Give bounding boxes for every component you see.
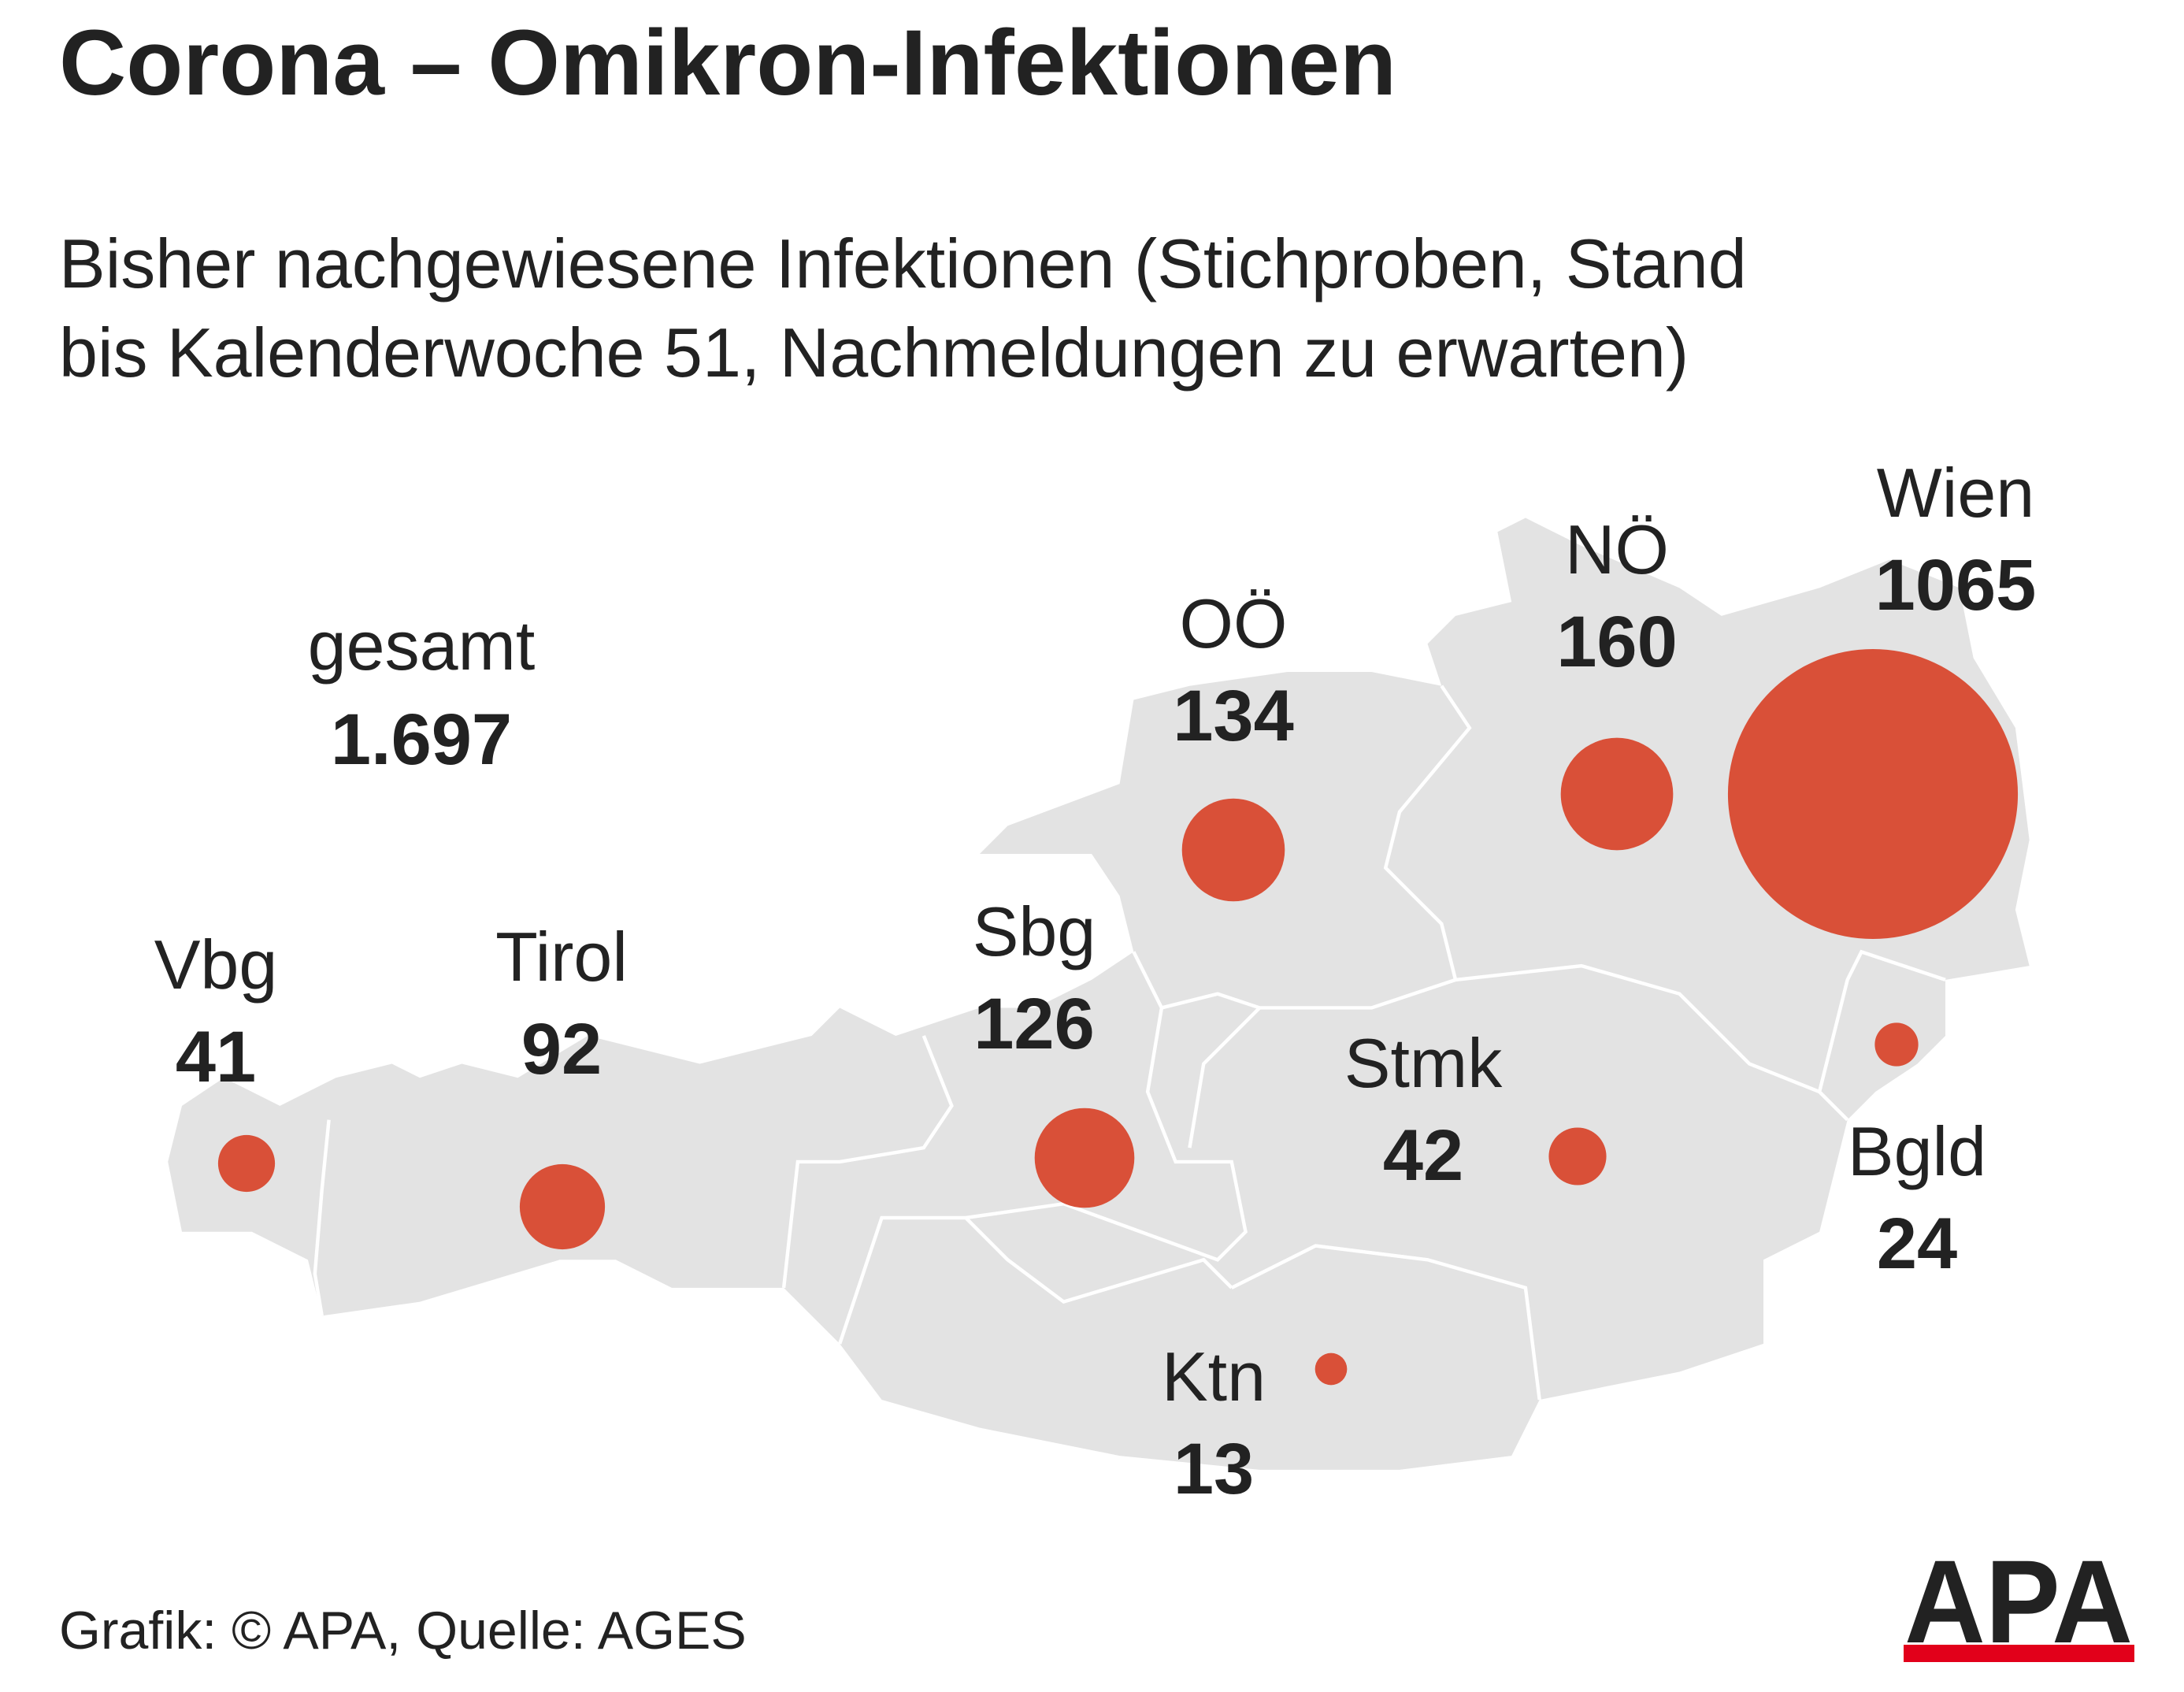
bubble [1727,648,2019,940]
bubble [519,1163,606,1250]
total-value: 1.697 [331,699,512,780]
source: Grafik: © APA, Quelle: AGES [59,1601,747,1660]
region-value: 92 [521,1009,602,1089]
bubble [217,1134,276,1193]
region-name: Vbg [154,926,278,1004]
subtitle-line: bis Kalenderwoche 51, Nachmeldungen zu e… [59,314,1689,391]
austria-shape [168,518,2030,1470]
region-name: Wien [1877,454,2035,532]
region-name: Bgld [1848,1112,1986,1190]
bubble [1314,1352,1348,1386]
logo-bar [1904,1645,2134,1662]
title: Corona – Omikron-Infektionen [59,11,1396,115]
region-value: 41 [176,1017,256,1097]
bubble [1548,1127,1607,1186]
region-value: 24 [1877,1204,1957,1284]
bubble [1874,1022,1919,1067]
region-name: Tirol [495,918,628,996]
total-label: gesamt [308,607,536,685]
region-name: Stmk [1344,1024,1503,1102]
region-value: 1065 [1875,545,2037,625]
bubble [1181,798,1285,902]
region-value: 134 [1173,676,1294,756]
region-name: OÖ [1180,584,1288,662]
region-value: 126 [973,984,1095,1064]
region-value: 160 [1556,602,1678,682]
region-name: Sbg [973,892,1096,970]
region-borders [313,685,1946,1401]
austria-map [168,518,2030,1470]
region-name: Ktn [1162,1338,1266,1416]
region-name: NÖ [1565,510,1669,588]
bubble [1560,737,1674,851]
region-value: 42 [1383,1115,1463,1196]
region-value: 13 [1174,1429,1254,1509]
bubble [1034,1108,1135,1208]
subtitle-line: Bisher nachgewiesene Infektionen (Stichp… [59,224,1747,302]
